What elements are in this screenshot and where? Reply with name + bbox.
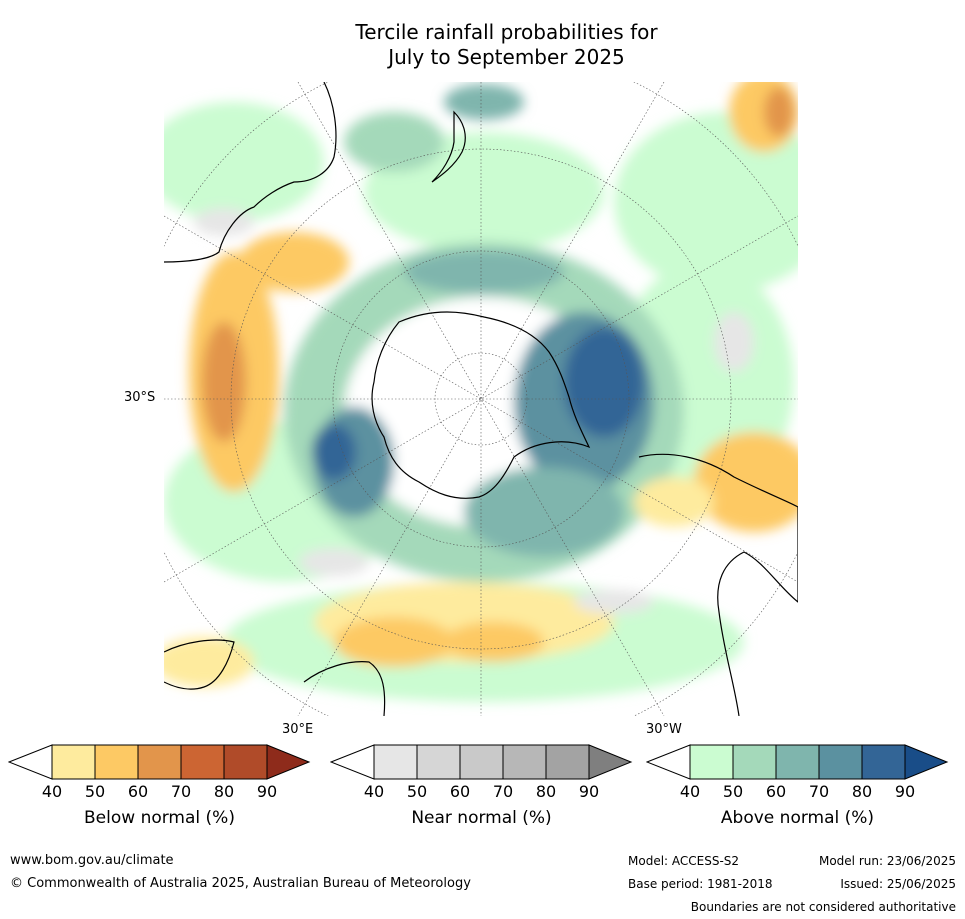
- cbar-near-band-4: [502, 744, 547, 780]
- legend-title-above: Above normal (%): [720, 808, 875, 828]
- tick-label: 90: [894, 782, 916, 801]
- tick-label: 70: [808, 782, 830, 801]
- colorbar-above-normal: [646, 744, 949, 780]
- cbar-near-band-5: [545, 744, 590, 780]
- cbar-above-band-4: [818, 744, 863, 780]
- cbar-near-band-2: [416, 744, 461, 780]
- tick-label: 50: [84, 782, 106, 801]
- map-title: Tercile rainfall probabilities for July …: [0, 20, 965, 70]
- tick-label: 70: [492, 782, 514, 801]
- cbar-below-band-3: [137, 744, 182, 780]
- cbar-above-band-2: [732, 744, 777, 780]
- tick-label: 40: [41, 782, 63, 801]
- legend-title-near: Near normal (%): [411, 808, 552, 828]
- issued-date: Issued: 25/06/2025: [840, 877, 956, 891]
- tick-label: 50: [406, 782, 428, 801]
- copyright-text: © Commonwealth of Australia 2025, Austra…: [10, 876, 471, 891]
- tick-label: 90: [256, 782, 278, 801]
- model-name: Model: ACCESS-S2: [628, 854, 740, 868]
- base-period: Base period: 1981-2018: [628, 877, 773, 891]
- cbar-below-band-4: [180, 744, 225, 780]
- cbar-above-max-extend: [904, 744, 949, 780]
- model-run-date: Model run: 23/06/2025: [818, 854, 956, 868]
- cbar-above-min-extend: [646, 744, 691, 780]
- antarctica-coastline: [371, 311, 591, 499]
- website-link[interactable]: www.bom.gov.au/climate: [10, 853, 174, 868]
- legend-title-below: Below normal (%): [84, 808, 235, 828]
- new-zealand-coastline: [431, 110, 466, 183]
- south-america-coastline: [638, 453, 798, 716]
- title-line-1: Tercile rainfall probabilities for: [355, 20, 658, 44]
- tick-label: 60: [449, 782, 471, 801]
- cbar-near-band-1: [373, 744, 418, 780]
- cbar-below-band-2: [94, 744, 139, 780]
- tick-label: 80: [851, 782, 873, 801]
- tick-label: 80: [535, 782, 557, 801]
- map-canvas: [164, 82, 798, 716]
- tick-label: 80: [213, 782, 235, 801]
- longitude-label-30e: 30°E: [282, 722, 314, 737]
- tick-label: 60: [765, 782, 787, 801]
- tick-label: 40: [363, 782, 385, 801]
- cbar-below-band-5: [223, 744, 268, 780]
- cbar-below-max-extend: [266, 744, 311, 780]
- boundaries-disclaimer: Boundaries are not considered authoritat…: [690, 900, 956, 914]
- longitude-label-30w: 30°W: [646, 722, 682, 737]
- probability-shading: [164, 82, 798, 702]
- colorbar-below-normal: [8, 744, 311, 780]
- southern-africa-coastline: [303, 661, 386, 716]
- colorbar-near-normal: [330, 744, 633, 780]
- cbar-near-min-extend: [330, 744, 375, 780]
- cbar-above-band-3: [775, 744, 820, 780]
- tick-label: 50: [722, 782, 744, 801]
- tick-label: 60: [127, 782, 149, 801]
- tick-label: 40: [679, 782, 701, 801]
- cbar-below-min-extend: [8, 744, 53, 780]
- tick-label: 70: [170, 782, 192, 801]
- australia-coastline: [164, 82, 337, 263]
- cbar-above-band-5: [861, 744, 906, 780]
- graticule: [164, 82, 798, 716]
- cbar-above-band-1: [689, 744, 734, 780]
- cbar-near-max-extend: [588, 744, 633, 780]
- latitude-label-30s: 30°S: [124, 390, 156, 405]
- coastlines: [164, 82, 798, 716]
- tick-label: 90: [578, 782, 600, 801]
- polar-map: [164, 82, 798, 716]
- cbar-below-band-1: [51, 744, 96, 780]
- title-line-2: July to September 2025: [388, 45, 625, 69]
- cbar-near-band-3: [459, 744, 504, 780]
- africa-coastline: [164, 639, 235, 690]
